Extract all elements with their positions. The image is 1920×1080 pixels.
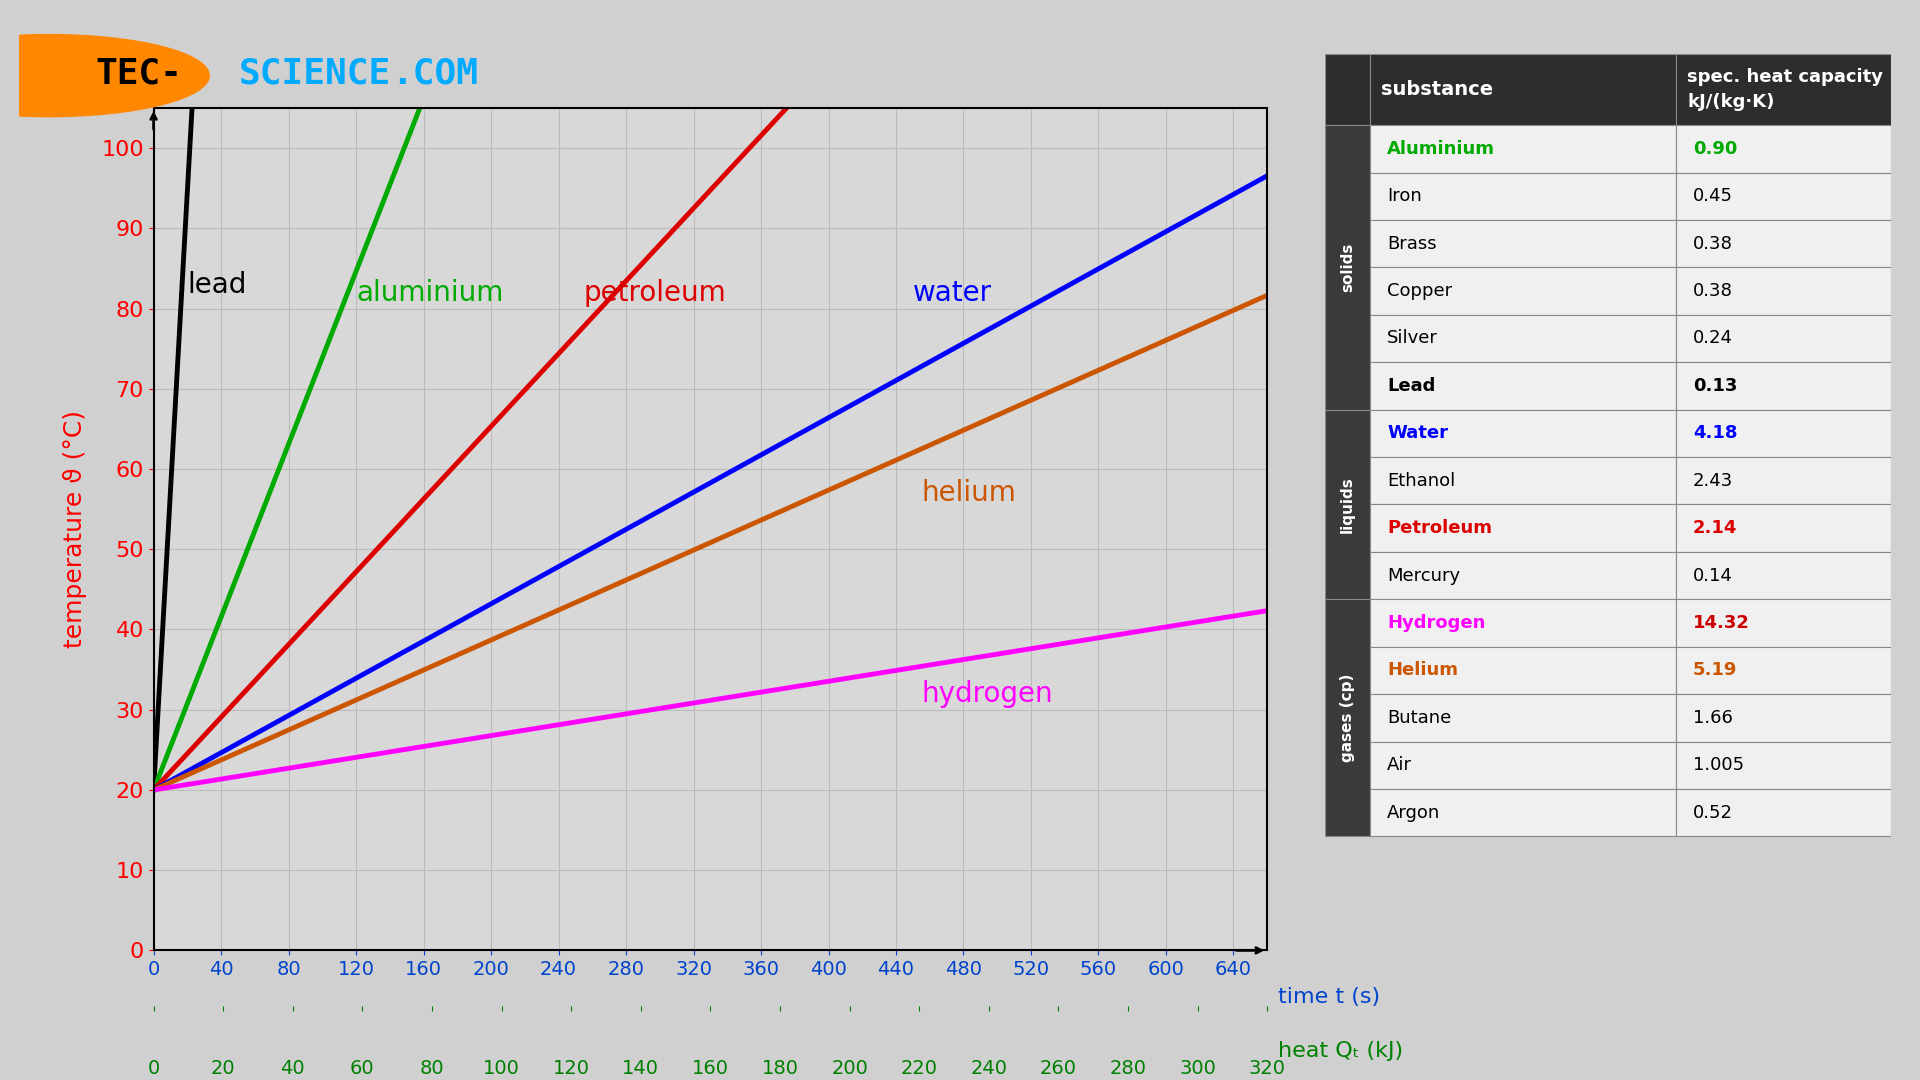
FancyBboxPatch shape	[1325, 54, 1371, 125]
FancyBboxPatch shape	[1371, 220, 1676, 268]
Text: kJ/(kg·K): kJ/(kg·K)	[1688, 93, 1774, 111]
Text: 0.52: 0.52	[1693, 804, 1734, 822]
FancyBboxPatch shape	[1676, 647, 1891, 694]
FancyBboxPatch shape	[1676, 220, 1891, 268]
Text: lead: lead	[188, 270, 248, 298]
Text: 5.19: 5.19	[1693, 661, 1738, 679]
Text: petroleum: petroleum	[584, 279, 726, 307]
FancyBboxPatch shape	[1676, 788, 1891, 836]
FancyBboxPatch shape	[1676, 409, 1891, 457]
Text: Hydrogen: Hydrogen	[1386, 613, 1486, 632]
Text: time t (s): time t (s)	[1279, 987, 1380, 1007]
Text: Air: Air	[1386, 756, 1411, 774]
FancyBboxPatch shape	[1676, 125, 1891, 173]
Text: Water: Water	[1386, 424, 1448, 443]
Text: 0.90: 0.90	[1693, 139, 1738, 158]
Text: Mercury: Mercury	[1386, 567, 1461, 584]
Text: aluminium: aluminium	[355, 279, 503, 307]
FancyBboxPatch shape	[1371, 552, 1676, 599]
Text: 0.45: 0.45	[1693, 187, 1734, 205]
Text: helium: helium	[922, 480, 1016, 508]
FancyBboxPatch shape	[1371, 54, 1676, 125]
Text: Silver: Silver	[1386, 329, 1438, 348]
FancyBboxPatch shape	[1371, 694, 1676, 742]
FancyBboxPatch shape	[1676, 457, 1891, 504]
Text: 2.14: 2.14	[1693, 519, 1738, 537]
Text: 14.32: 14.32	[1693, 613, 1749, 632]
Text: Helium: Helium	[1386, 661, 1457, 679]
Text: 0.24: 0.24	[1693, 329, 1734, 348]
FancyBboxPatch shape	[1325, 125, 1371, 409]
FancyBboxPatch shape	[1325, 409, 1371, 599]
Text: Iron: Iron	[1386, 187, 1423, 205]
Text: 0.14: 0.14	[1693, 567, 1734, 584]
FancyBboxPatch shape	[1676, 599, 1891, 647]
Text: Brass: Brass	[1386, 234, 1436, 253]
FancyBboxPatch shape	[1371, 314, 1676, 362]
Text: heat Qₜ (kJ): heat Qₜ (kJ)	[1279, 1041, 1404, 1062]
FancyBboxPatch shape	[1371, 504, 1676, 552]
Text: TEC-: TEC-	[96, 56, 182, 91]
Text: gases (cp): gases (cp)	[1340, 674, 1356, 762]
FancyBboxPatch shape	[1676, 173, 1891, 220]
Text: spec. heat capacity: spec. heat capacity	[1688, 68, 1884, 85]
FancyBboxPatch shape	[1371, 742, 1676, 788]
Text: Ethanol: Ethanol	[1386, 472, 1455, 489]
FancyBboxPatch shape	[1371, 599, 1676, 647]
FancyBboxPatch shape	[1676, 552, 1891, 599]
Text: Argon: Argon	[1386, 804, 1440, 822]
FancyBboxPatch shape	[1371, 788, 1676, 836]
FancyBboxPatch shape	[1371, 457, 1676, 504]
Text: hydrogen: hydrogen	[922, 679, 1052, 707]
Y-axis label: temperature ϑ (°C): temperature ϑ (°C)	[63, 410, 88, 648]
FancyBboxPatch shape	[1371, 362, 1676, 409]
Text: 4.18: 4.18	[1693, 424, 1738, 443]
Text: Aluminium: Aluminium	[1386, 139, 1496, 158]
FancyBboxPatch shape	[1676, 54, 1891, 125]
FancyBboxPatch shape	[1676, 268, 1891, 314]
FancyBboxPatch shape	[1676, 694, 1891, 742]
Text: 2.43: 2.43	[1693, 472, 1734, 489]
Text: 1.005: 1.005	[1693, 756, 1743, 774]
Text: Butane: Butane	[1386, 708, 1452, 727]
FancyBboxPatch shape	[1676, 362, 1891, 409]
FancyBboxPatch shape	[1676, 742, 1891, 788]
Text: Copper: Copper	[1386, 282, 1452, 300]
Text: .COM: .COM	[392, 56, 478, 91]
Text: liquids: liquids	[1340, 476, 1356, 532]
FancyBboxPatch shape	[1676, 314, 1891, 362]
FancyBboxPatch shape	[1371, 647, 1676, 694]
Text: SCIENCE: SCIENCE	[238, 56, 392, 91]
Text: substance: substance	[1382, 80, 1494, 99]
FancyBboxPatch shape	[1371, 173, 1676, 220]
Text: water: water	[912, 279, 993, 307]
Text: solids: solids	[1340, 243, 1356, 292]
Text: 0.13: 0.13	[1693, 377, 1738, 395]
Text: 1.66: 1.66	[1693, 708, 1734, 727]
FancyBboxPatch shape	[1371, 268, 1676, 314]
Text: Petroleum: Petroleum	[1386, 519, 1492, 537]
Text: 0.38: 0.38	[1693, 282, 1734, 300]
FancyBboxPatch shape	[1371, 409, 1676, 457]
Text: 0.38: 0.38	[1693, 234, 1734, 253]
FancyBboxPatch shape	[1325, 599, 1371, 836]
Text: Lead: Lead	[1386, 377, 1436, 395]
Circle shape	[0, 35, 209, 117]
FancyBboxPatch shape	[1371, 125, 1676, 173]
FancyBboxPatch shape	[1676, 504, 1891, 552]
